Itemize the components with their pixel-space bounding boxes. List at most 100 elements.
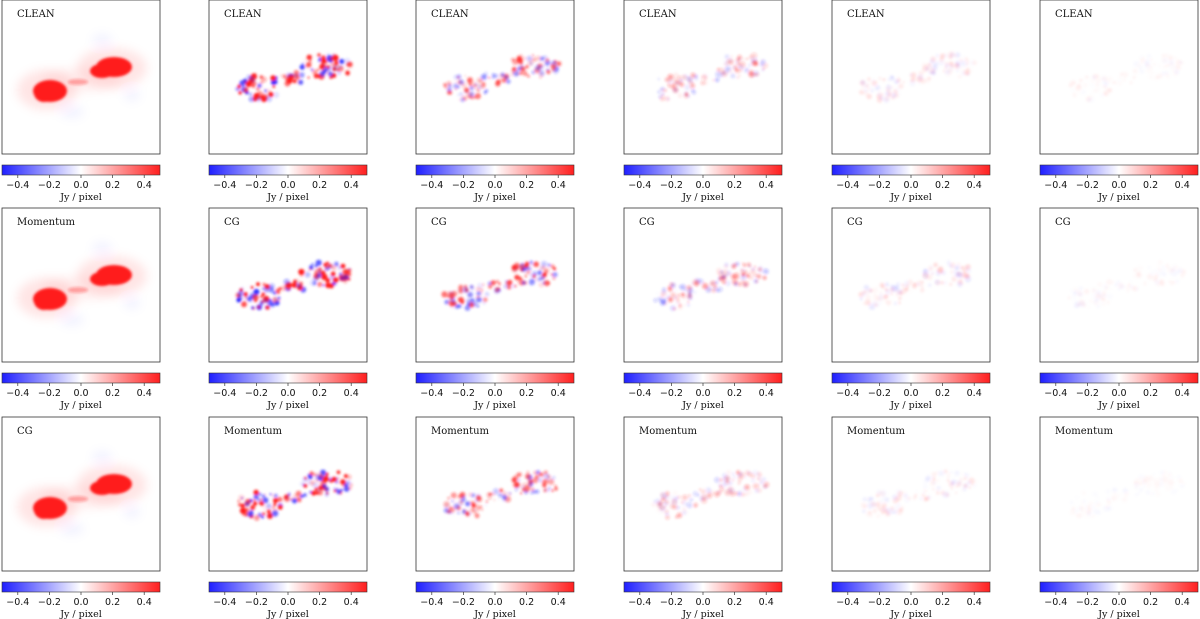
residual-speckle [441, 291, 448, 298]
colorbar-tick-label: −0.2 [1076, 180, 1099, 191]
residual-speckle [868, 303, 876, 310]
residual-speckle [1070, 501, 1074, 505]
colorbar-label: Jy / pixel [266, 192, 309, 203]
residual-speckle [271, 506, 275, 510]
residual-speckle [531, 57, 537, 62]
residual-speckle [759, 486, 763, 490]
residual-speckle [1146, 273, 1153, 280]
residual-speckle [547, 486, 551, 490]
residual-speckle [935, 268, 938, 272]
residual-speckle [264, 89, 267, 92]
residual-speckle [701, 74, 708, 81]
colorbar-tick-label: 0.4 [759, 597, 774, 608]
residual-speckle [945, 73, 947, 75]
residual-speckle [945, 492, 950, 497]
residual-speckle [737, 73, 742, 78]
residual-speckle [944, 61, 949, 66]
colorbar-tick-label: 0.4 [344, 388, 359, 399]
source-halo [92, 242, 112, 254]
panel-frame [1039, 0, 1199, 155]
residual-speckle [1110, 288, 1112, 290]
residual-speckle [967, 73, 970, 76]
colorbar-tick-label: 0.4 [344, 180, 359, 191]
residual-speckle [1067, 296, 1071, 300]
residual-speckle [495, 79, 501, 85]
residual-speckle [948, 473, 951, 476]
colorbar-tick-label: 0.4 [1175, 597, 1190, 608]
residual-speckle [1092, 500, 1097, 505]
colorbar-tick-label: 0.0 [280, 597, 295, 608]
panel-image [443, 54, 562, 103]
colorbar-tick-label: −0.4 [213, 180, 236, 191]
residual-speckle [763, 484, 767, 489]
residual-speckle [722, 280, 726, 285]
residual-speckle [721, 275, 726, 280]
colorbar-tick-label: −0.4 [213, 388, 236, 399]
residual-speckle [236, 297, 242, 303]
residual-speckle [552, 272, 558, 278]
residual-speckle [749, 265, 753, 269]
residual-speckle [662, 93, 665, 96]
residual-speckle [682, 295, 687, 300]
residual-speckle [279, 73, 284, 78]
residual-speckle [1080, 303, 1082, 305]
residual-speckle [693, 502, 698, 507]
residual-speckle [267, 300, 274, 307]
residual-speckle [1123, 488, 1129, 494]
residual-speckle [325, 278, 331, 283]
residual-speckle [732, 475, 737, 479]
panel-title: CG [224, 217, 240, 228]
residual-speckle [1174, 69, 1179, 74]
residual-speckle [686, 76, 692, 81]
residual-speckle [468, 508, 471, 511]
residual-speckle [753, 265, 757, 269]
residual-speckle [741, 57, 745, 61]
residual-speckle [658, 506, 662, 511]
residual-speckle [1098, 282, 1103, 287]
residual-speckle [961, 473, 964, 476]
residual-speckle [258, 501, 261, 505]
residual-speckle [969, 481, 974, 486]
residual-speckle [1091, 84, 1094, 87]
residual-speckle [1155, 279, 1158, 282]
residual-speckle [262, 497, 269, 504]
residual-speckle [485, 500, 489, 503]
panel-image [858, 261, 972, 310]
residual-speckle [960, 60, 968, 68]
residual-speckle [667, 73, 673, 80]
residual-speckle [1099, 294, 1104, 299]
residual-speckle [1095, 88, 1100, 93]
residual-speckle [892, 497, 899, 504]
residual-speckle [273, 498, 278, 504]
colorbar-tick-label: 0.4 [1175, 180, 1190, 191]
residual-speckle [932, 476, 936, 480]
colorbar-label: Jy / pixel [59, 609, 102, 619]
residual-speckle [885, 84, 892, 91]
residual-speckle [261, 85, 265, 90]
residual-speckle [1139, 484, 1142, 487]
residual-speckle [449, 507, 452, 510]
residual-speckle [552, 276, 556, 280]
residual-speckle [1155, 73, 1157, 75]
residual-speckle [1083, 288, 1090, 295]
residual-speckle [547, 263, 551, 267]
residual-speckle [457, 85, 460, 89]
residual-speckle [868, 510, 872, 515]
residual-speckle [890, 292, 893, 295]
residual-speckle [947, 261, 951, 265]
residual-speckle [346, 479, 352, 485]
residual-speckle [949, 282, 953, 287]
residual-speckle [927, 477, 929, 479]
residual-speckle [957, 474, 959, 476]
residual-speckle [751, 52, 758, 59]
colorbar-tick-label: −0.2 [660, 388, 683, 399]
residual-speckle [320, 55, 326, 61]
residual-speckle [1098, 78, 1102, 82]
residual-speckle [1130, 285, 1134, 289]
residual-speckle [903, 493, 908, 498]
residual-speckle [533, 270, 537, 274]
residual-speckle [954, 266, 956, 268]
residual-speckle [936, 479, 940, 482]
residual-speckle [260, 295, 263, 298]
residual-speckle [938, 56, 945, 63]
